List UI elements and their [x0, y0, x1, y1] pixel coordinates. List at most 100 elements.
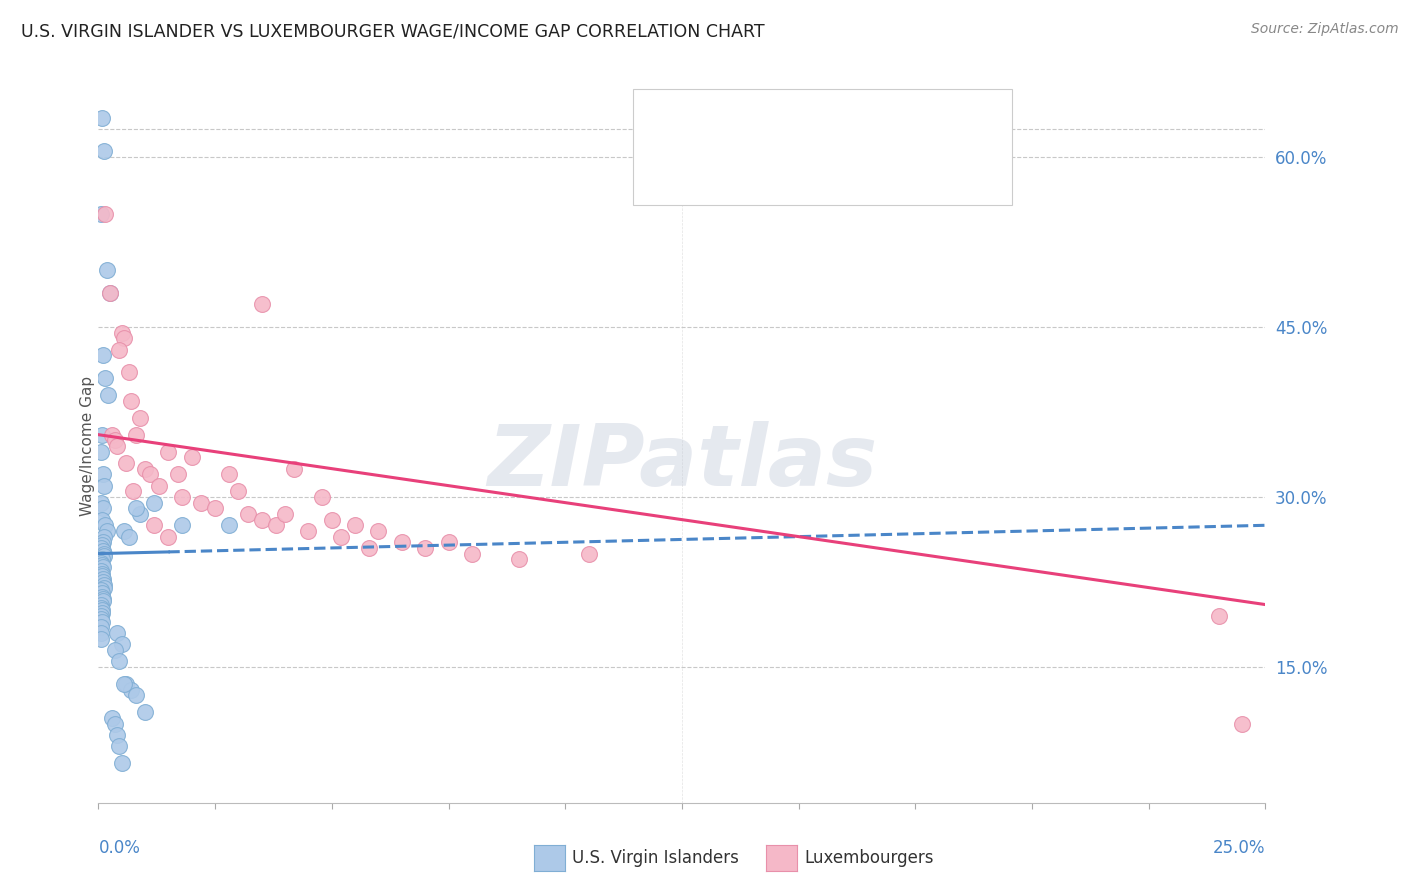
Point: [413, 541, 436, 555]
Point: [283, 461, 305, 475]
Text: 71: 71: [852, 106, 883, 126]
Point: [91, 111, 114, 125]
Point: [274, 507, 297, 521]
Point: [180, 450, 202, 465]
Point: [112, 677, 135, 691]
Point: [94, 207, 117, 221]
Point: [90, 632, 112, 646]
Point: [148, 478, 170, 492]
Point: [143, 518, 166, 533]
Point: [90, 612, 112, 626]
Point: [367, 524, 389, 538]
Point: [91, 594, 114, 608]
Point: [321, 513, 343, 527]
Point: [93, 578, 115, 592]
Point: [93, 549, 115, 563]
Text: N =: N =: [806, 148, 862, 168]
Point: [105, 439, 128, 453]
Text: R =: R =: [690, 148, 733, 168]
Point: [108, 739, 131, 754]
Point: [578, 547, 600, 561]
Point: [250, 297, 273, 311]
Point: [120, 393, 142, 408]
Point: [90, 444, 112, 458]
Point: [264, 518, 287, 533]
Point: [111, 756, 134, 771]
Point: [112, 331, 135, 345]
Point: [90, 615, 112, 629]
Point: [90, 564, 112, 578]
Point: [108, 343, 131, 357]
Point: [101, 427, 124, 442]
Point: [91, 590, 114, 604]
Point: [118, 365, 141, 379]
Point: [111, 637, 134, 651]
Point: [90, 552, 112, 566]
Point: [94, 371, 117, 385]
Point: [90, 601, 112, 615]
Point: [91, 574, 114, 589]
Point: [359, 541, 381, 555]
Point: [122, 484, 145, 499]
Point: [90, 608, 112, 623]
Point: [250, 513, 273, 527]
Text: R =: R =: [690, 106, 733, 126]
Point: [311, 490, 333, 504]
Point: [91, 558, 114, 572]
Point: [91, 572, 114, 586]
Point: [111, 326, 134, 340]
Point: [98, 286, 121, 301]
Point: [96, 524, 118, 538]
Point: [96, 263, 118, 277]
Point: [105, 728, 128, 742]
Text: N =: N =: [806, 106, 862, 126]
Point: [115, 456, 138, 470]
Point: [172, 518, 194, 533]
Point: [105, 626, 128, 640]
Point: [330, 530, 353, 544]
Point: [93, 478, 115, 492]
Point: [120, 682, 142, 697]
Point: [218, 518, 240, 533]
Point: [91, 544, 114, 558]
Point: [190, 495, 212, 509]
Point: [91, 427, 114, 442]
Point: [90, 626, 112, 640]
Point: [134, 461, 156, 475]
Point: [90, 586, 112, 600]
Point: [204, 501, 226, 516]
Point: [157, 530, 180, 544]
Point: [139, 467, 162, 482]
Point: [91, 537, 114, 551]
Point: [93, 581, 115, 595]
Point: [157, 444, 180, 458]
Point: [90, 582, 112, 597]
Point: [91, 569, 114, 583]
Text: 25.0%: 25.0%: [1213, 839, 1265, 857]
Point: [104, 716, 127, 731]
Point: [129, 410, 152, 425]
Point: [97, 388, 120, 402]
Point: [125, 688, 148, 702]
Point: [91, 348, 114, 362]
Text: 48: 48: [852, 148, 883, 168]
Point: [118, 530, 141, 544]
Point: [143, 495, 166, 509]
Point: [129, 507, 152, 521]
Point: [98, 286, 121, 301]
Point: [90, 620, 112, 634]
Point: [115, 677, 138, 691]
Point: [90, 566, 112, 581]
Point: [1208, 608, 1230, 623]
Point: [134, 705, 156, 719]
Point: [93, 547, 115, 561]
Text: 0.0%: 0.0%: [98, 839, 141, 857]
Point: [104, 434, 127, 448]
Point: [218, 467, 240, 482]
Point: [125, 427, 148, 442]
Text: U.S. Virgin Islanders: U.S. Virgin Islanders: [572, 849, 740, 867]
Point: [91, 560, 114, 574]
Point: [125, 501, 148, 516]
Point: [461, 547, 484, 561]
Point: [90, 513, 112, 527]
